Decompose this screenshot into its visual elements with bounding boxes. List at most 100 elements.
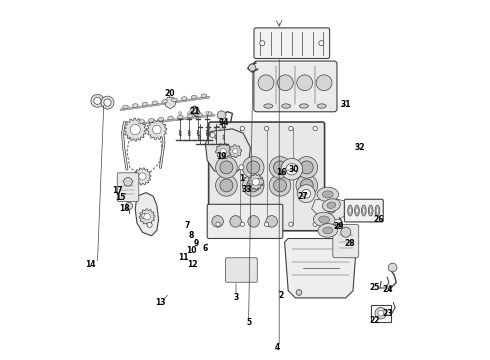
Circle shape — [297, 185, 315, 203]
Ellipse shape — [177, 115, 183, 119]
Text: 24: 24 — [382, 285, 392, 294]
Polygon shape — [165, 97, 176, 109]
Circle shape — [243, 157, 264, 178]
Bar — [371, 305, 391, 322]
Circle shape — [197, 112, 199, 114]
Circle shape — [375, 307, 387, 319]
Text: 17: 17 — [112, 186, 122, 195]
Text: 12: 12 — [188, 260, 198, 269]
Text: 30: 30 — [288, 165, 299, 174]
Ellipse shape — [362, 205, 366, 216]
Circle shape — [125, 202, 133, 210]
Circle shape — [319, 78, 329, 88]
Circle shape — [281, 158, 303, 180]
Text: 1: 1 — [239, 174, 244, 183]
Ellipse shape — [187, 114, 193, 118]
Text: 26: 26 — [373, 215, 384, 224]
Text: 25: 25 — [369, 284, 380, 292]
Circle shape — [300, 179, 313, 192]
Ellipse shape — [368, 205, 373, 216]
Circle shape — [210, 132, 215, 138]
Circle shape — [216, 222, 220, 226]
Circle shape — [247, 161, 260, 174]
Circle shape — [123, 177, 132, 186]
Circle shape — [265, 126, 269, 131]
Ellipse shape — [317, 104, 326, 108]
Circle shape — [142, 213, 147, 219]
Text: 6: 6 — [203, 244, 208, 253]
Text: 10: 10 — [186, 246, 196, 255]
Circle shape — [302, 189, 311, 198]
Ellipse shape — [319, 216, 330, 223]
Ellipse shape — [148, 118, 154, 122]
FancyBboxPatch shape — [225, 258, 257, 282]
Circle shape — [216, 175, 237, 196]
Circle shape — [296, 157, 318, 178]
Circle shape — [305, 193, 307, 195]
Circle shape — [273, 161, 287, 174]
FancyBboxPatch shape — [333, 225, 359, 258]
Text: 16: 16 — [276, 168, 286, 177]
Ellipse shape — [264, 104, 273, 108]
Circle shape — [269, 175, 291, 196]
Ellipse shape — [139, 120, 145, 123]
Circle shape — [212, 216, 223, 227]
Circle shape — [233, 149, 238, 154]
Text: 33: 33 — [242, 184, 252, 194]
Circle shape — [220, 179, 233, 192]
Circle shape — [289, 222, 293, 226]
Ellipse shape — [168, 116, 173, 120]
Circle shape — [313, 222, 318, 226]
Circle shape — [94, 97, 101, 104]
Text: 20: 20 — [164, 89, 174, 98]
Circle shape — [280, 78, 291, 88]
Circle shape — [296, 289, 302, 295]
Circle shape — [139, 173, 146, 180]
Text: 7: 7 — [185, 220, 190, 230]
Text: 19: 19 — [217, 152, 227, 161]
Ellipse shape — [181, 97, 187, 100]
Circle shape — [240, 222, 245, 226]
Ellipse shape — [172, 98, 177, 102]
Text: 15: 15 — [116, 194, 126, 202]
Circle shape — [327, 204, 336, 213]
Ellipse shape — [322, 199, 341, 212]
Text: 29: 29 — [333, 222, 344, 231]
Ellipse shape — [132, 104, 138, 107]
Circle shape — [297, 75, 313, 91]
Text: 4: 4 — [275, 343, 280, 352]
Circle shape — [258, 75, 274, 91]
Circle shape — [273, 179, 287, 192]
Text: 11: 11 — [178, 253, 189, 262]
Ellipse shape — [363, 208, 365, 213]
Circle shape — [191, 107, 197, 113]
Ellipse shape — [369, 208, 372, 213]
Circle shape — [252, 178, 259, 185]
Circle shape — [248, 216, 259, 227]
Circle shape — [303, 191, 309, 197]
Circle shape — [388, 263, 397, 272]
Ellipse shape — [122, 105, 128, 109]
FancyBboxPatch shape — [254, 28, 330, 58]
Polygon shape — [147, 120, 167, 140]
Circle shape — [188, 112, 191, 114]
Circle shape — [277, 75, 293, 91]
FancyBboxPatch shape — [254, 61, 337, 112]
Circle shape — [265, 222, 269, 226]
Ellipse shape — [355, 205, 359, 216]
Circle shape — [300, 161, 313, 174]
Text: 34: 34 — [218, 118, 229, 127]
Text: 28: 28 — [344, 238, 355, 248]
Text: 23: 23 — [382, 309, 392, 318]
Circle shape — [220, 161, 233, 174]
Circle shape — [248, 64, 256, 71]
Circle shape — [216, 157, 237, 178]
Ellipse shape — [197, 113, 202, 117]
Circle shape — [247, 179, 260, 192]
Text: 18: 18 — [119, 204, 130, 213]
Polygon shape — [285, 238, 357, 298]
Ellipse shape — [206, 112, 212, 116]
Text: 3: 3 — [233, 292, 239, 302]
FancyBboxPatch shape — [117, 173, 139, 202]
Circle shape — [341, 227, 351, 237]
